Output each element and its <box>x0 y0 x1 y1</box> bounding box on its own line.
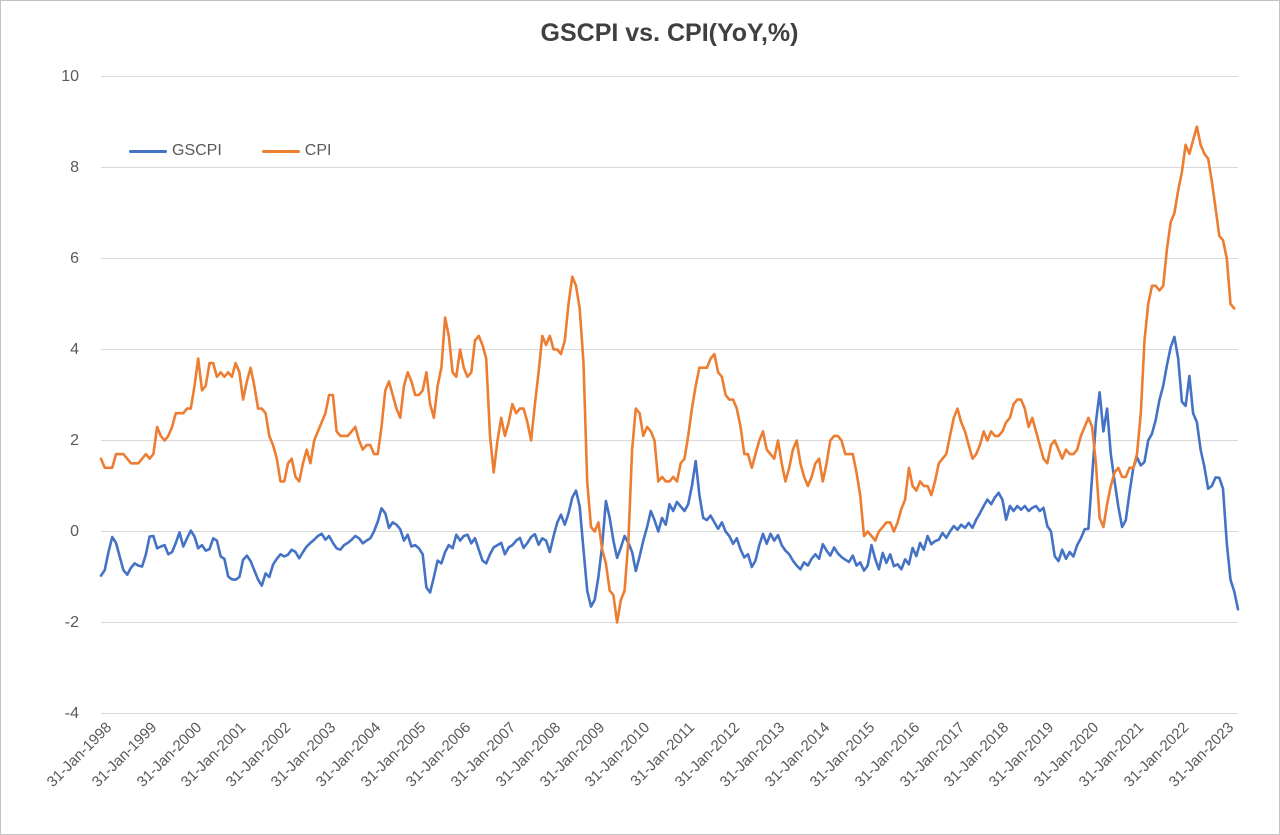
chart-title: GSCPI vs. CPI(YoY,%) <box>540 19 799 47</box>
series-line-gscpi <box>99 335 1240 611</box>
y-tick-label: 8 <box>70 158 79 176</box>
y-tick-label: 10 <box>61 67 79 85</box>
gscpi-line-swatch <box>129 149 167 153</box>
cpi-line-swatch <box>261 149 300 153</box>
y-tick-label: -4 <box>64 704 79 722</box>
y-tick-label: 6 <box>70 249 79 267</box>
legend-label-cpi: CPI <box>304 142 332 159</box>
y-tick-label: -2 <box>64 613 79 631</box>
legend-item-cpi: CPI <box>261 142 332 160</box>
y-tick-label: 0 <box>70 522 79 540</box>
legend-label-gscpi: GSCPI <box>172 142 222 159</box>
legend-item-gscpi: GSCPI <box>129 142 222 160</box>
y-tick-label: 2 <box>70 431 79 449</box>
legend: GSCPI CPI <box>129 142 331 160</box>
y-tick-label: 4 <box>70 340 79 358</box>
series-line-cpi <box>99 125 1236 624</box>
